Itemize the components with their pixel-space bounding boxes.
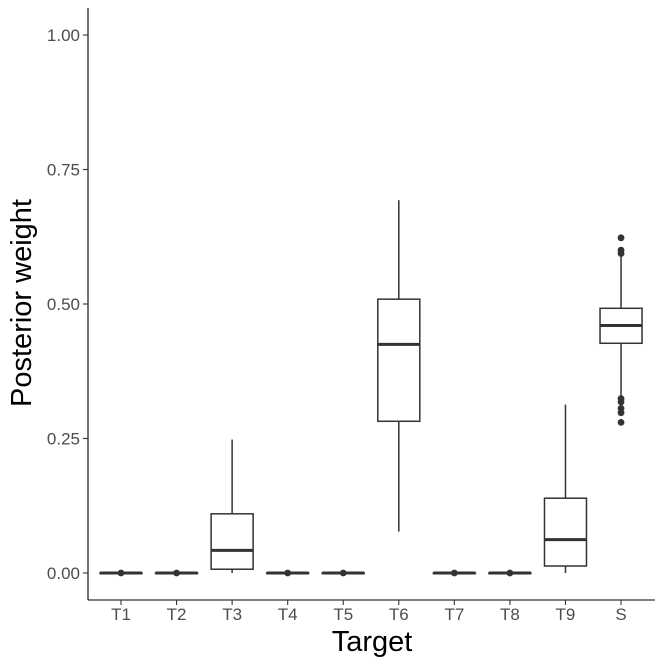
x-tick-label: S [615,605,626,624]
y-tick-label: 1.00 [47,26,80,45]
x-tick-label: T3 [222,605,242,624]
y-axis: 0.00 0.25 0.50 0.75 1.00 [47,8,89,600]
outlier-point [617,250,625,257]
outlier-point [617,418,625,426]
y-tick-label: 0.50 [47,295,80,314]
y-tick-label: 0.75 [47,161,80,180]
x-tick-label: T9 [556,605,576,624]
x-axis: T1 T2 T3 T4 T5 T6 T7 T8 T9 S [88,599,655,624]
box-T5 [321,569,365,577]
box-rect [210,513,254,570]
box-rect [377,298,421,423]
box-T3 [210,439,254,573]
box-T7 [432,569,477,577]
x-tick-label: T1 [111,605,131,624]
x-tick-label: T7 [444,605,464,624]
outlier-point [617,398,625,406]
x-tick-label: T6 [389,605,409,624]
box-T6 [377,200,421,532]
box-T8 [488,569,532,577]
y-tick-label: 0.00 [47,564,80,583]
outlier-point [450,569,458,577]
outlier-point [173,569,180,577]
box-S [599,234,643,426]
box-T1 [99,569,143,577]
x-tick-label: T4 [278,605,298,624]
outlier-point [339,569,347,577]
box-T4 [265,569,310,577]
outlier-point [617,409,625,417]
outlier-point [284,569,292,577]
x-tick-label: T2 [167,605,187,624]
box-T9 [543,404,588,573]
outlier-point [117,569,125,577]
outlier-point [506,569,514,577]
x-axis-title: Target [332,626,413,658]
outlier-point [617,234,625,242]
boxes [99,200,643,577]
box-rect [543,497,588,567]
box-T2 [154,569,199,577]
x-tick-label: T5 [333,605,353,624]
x-tick-label: T8 [500,605,520,624]
y-tick-label: 0.25 [47,430,80,449]
y-axis-title: Posterior weight [6,199,38,407]
